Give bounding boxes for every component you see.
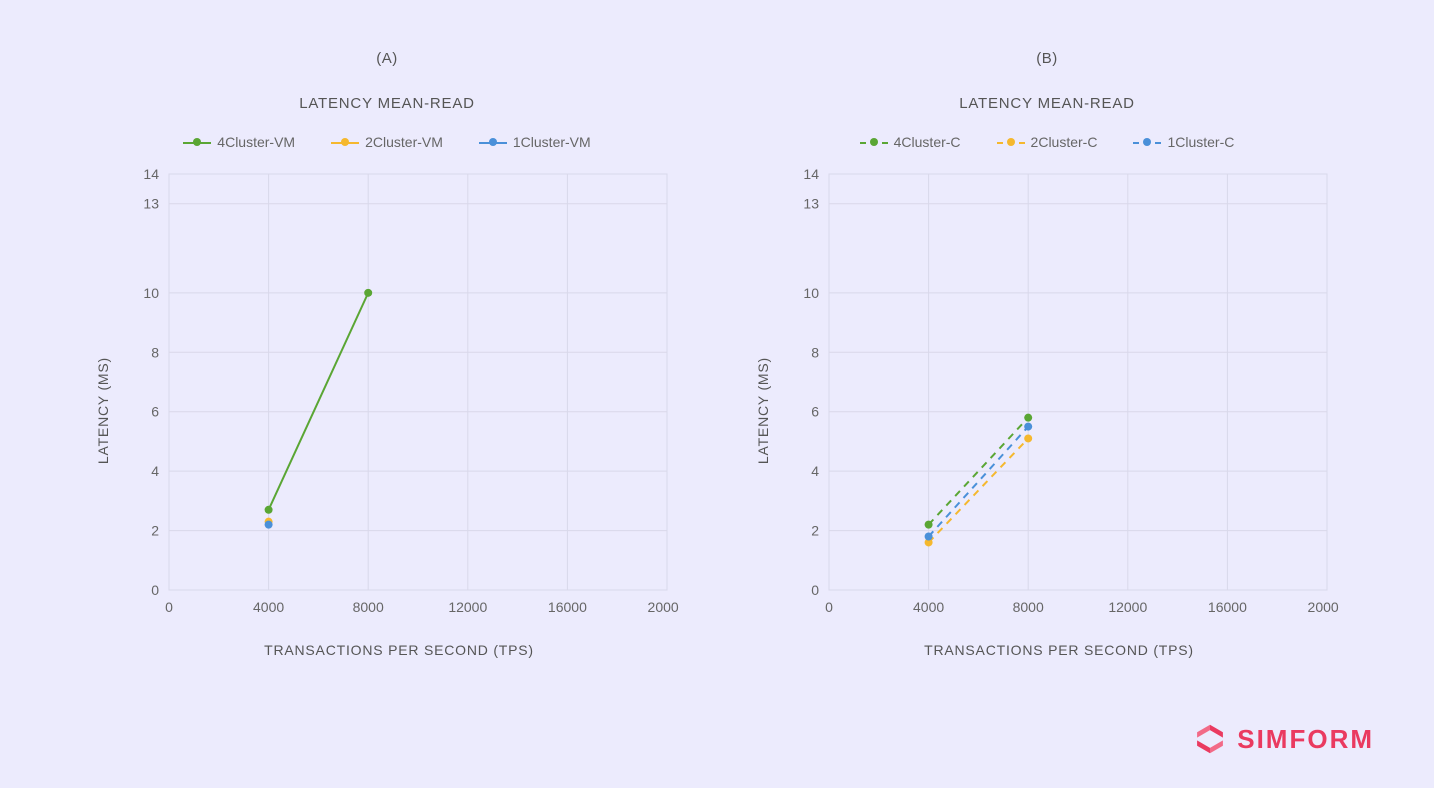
svg-text:0: 0 [165,599,173,615]
plot-inner-a: 0 2 4 6 8 10 13 14 0 4000 8000 12000 16000 20000 TRAN… [119,164,679,658]
legend-label: 4Cluster-C [894,134,961,150]
svg-text:6: 6 [811,404,819,420]
svg-text:8: 8 [151,344,159,360]
svg-text:14: 14 [803,166,819,182]
svg-text:4: 4 [151,463,159,479]
svg-text:14: 14 [143,166,159,182]
legend-swatch [860,136,888,148]
svg-text:8000: 8000 [1013,599,1044,615]
y-axis-label-b: LATENCY (MS) [755,357,771,464]
svg-text:16000: 16000 [1208,599,1247,615]
x-axis-label-a: TRANSACTIONS PER SECOND (TPS) [264,642,534,658]
legend-swatch [997,136,1025,148]
legend-item: 1Cluster-VM [479,134,591,150]
legend-label: 2Cluster-VM [365,134,443,150]
chart-panel-a: (A) LATENCY MEAN-READ 4Cluster-VM 2Cluste… [87,50,687,658]
svg-text:10: 10 [143,285,159,301]
svg-text:4: 4 [811,463,819,479]
svg-text:12000: 12000 [1108,599,1147,615]
brand-logo: SIMFORM [1193,722,1374,756]
svg-text:0: 0 [811,582,819,598]
legend-label: 1Cluster-C [1167,134,1234,150]
svg-text:13: 13 [803,196,819,212]
y-axis-label-a: LATENCY (MS) [95,357,111,464]
chart-panel-b: (B) LATENCY MEAN-READ 4Cluster-C 2Cluster… [747,50,1347,658]
legend-label: 1Cluster-VM [513,134,591,150]
x-axis-label-b: TRANSACTIONS PER SECOND (TPS) [924,642,1194,658]
svg-text:2: 2 [151,523,159,539]
svg-text:13: 13 [143,196,159,212]
panel-label-b: (B) [1036,50,1058,67]
simform-logo-icon [1193,722,1227,756]
legend-swatch [1133,136,1161,148]
legend-label: 2Cluster-C [1031,134,1098,150]
charts-row: (A) LATENCY MEAN-READ 4Cluster-VM 2Cluste… [0,0,1434,658]
plot-inner-b: 0 2 4 6 8 10 13 14 0 4000 8000 12000 16000 20000 TRAN… [779,164,1339,658]
chart-title-b: LATENCY MEAN-READ [959,95,1135,112]
svg-text:6: 6 [151,404,159,420]
plot-wrap-a: LATENCY (MS) 0 2 4 6 8 10 13 14 0 4000 8000 12000 16… [95,164,679,658]
svg-text:20000: 20000 [1308,599,1339,615]
chart-title-a: LATENCY MEAN-READ [299,95,475,112]
svg-text:12000: 12000 [448,599,487,615]
svg-text:8000: 8000 [353,599,384,615]
legend-item: 4Cluster-C [860,134,961,150]
legend-item: 1Cluster-C [1133,134,1234,150]
svg-text:4000: 4000 [253,599,284,615]
svg-text:16000: 16000 [548,599,587,615]
svg-text:10: 10 [803,285,819,301]
plot-svg-a: 0 2 4 6 8 10 13 14 0 4000 8000 12000 16000 20000 [119,164,679,624]
legend-label: 4Cluster-VM [217,134,295,150]
svg-text:2: 2 [811,523,819,539]
brand-logo-text: SIMFORM [1237,724,1374,755]
svg-text:20000: 20000 [648,599,679,615]
svg-text:0: 0 [151,582,159,598]
svg-text:0: 0 [825,599,833,615]
legend-b: 4Cluster-C 2Cluster-C 1Cluster-C [860,134,1235,150]
plot-wrap-b: LATENCY (MS) 0 2 4 6 8 10 13 14 0 4000 8000 12000 16… [755,164,1339,658]
legend-swatch [183,136,211,148]
plot-svg-b: 0 2 4 6 8 10 13 14 0 4000 8000 12000 16000 20000 [779,164,1339,624]
svg-text:8: 8 [811,344,819,360]
legend-item: 4Cluster-VM [183,134,295,150]
legend-item: 2Cluster-VM [331,134,443,150]
panel-label-a: (A) [376,50,398,67]
legend-item: 2Cluster-C [997,134,1098,150]
svg-text:4000: 4000 [913,599,944,615]
legend-swatch [331,136,359,148]
legend-a: 4Cluster-VM 2Cluster-VM 1Cluster-VM [183,134,590,150]
legend-swatch [479,136,507,148]
